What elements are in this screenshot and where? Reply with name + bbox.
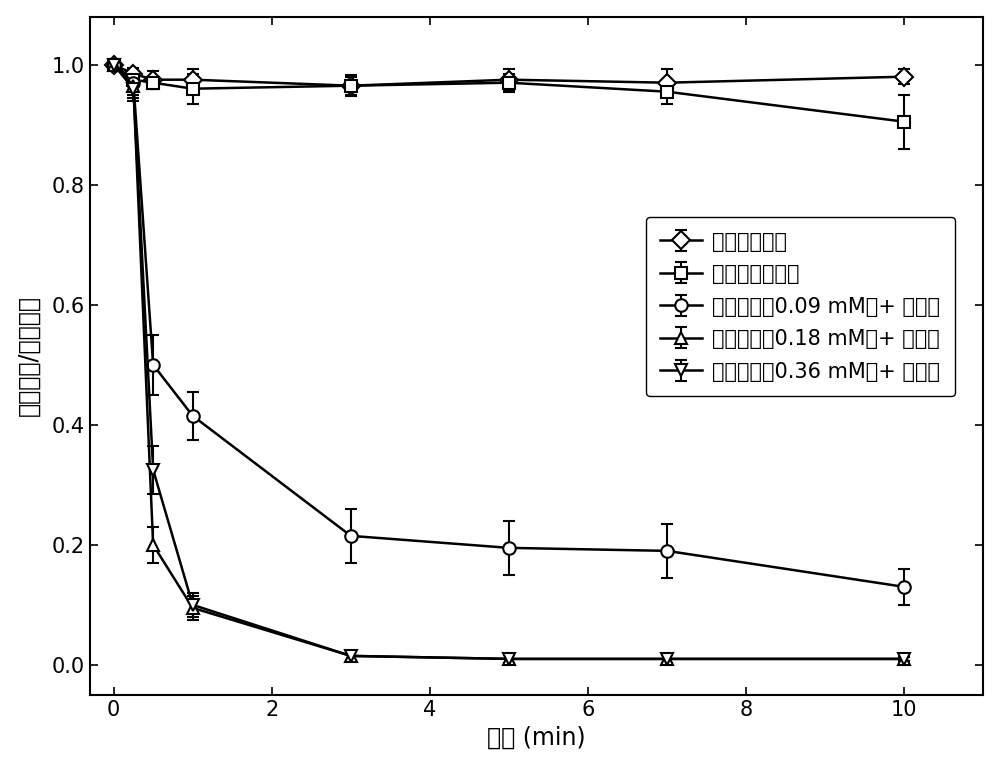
Y-axis label: 时刻浓度/初始浓度: 时刻浓度/初始浓度 xyxy=(17,295,41,416)
X-axis label: 时间 (min): 时间 (min) xyxy=(487,725,586,749)
Legend: 仅投加厄化剤, 仅投加过硫酸锂, 过硫酸锂（0.09 mM）+ 厄化剤, 过硫酸锂（0.18 mM）+ 厄化剤, 过硫酸锂（0.36 mM）+ 厄化剤: 仅投加厄化剤, 仅投加过硫酸锂, 过硫酸锂（0.09 mM）+ 厄化剤, 过硫酸… xyxy=(646,217,955,396)
